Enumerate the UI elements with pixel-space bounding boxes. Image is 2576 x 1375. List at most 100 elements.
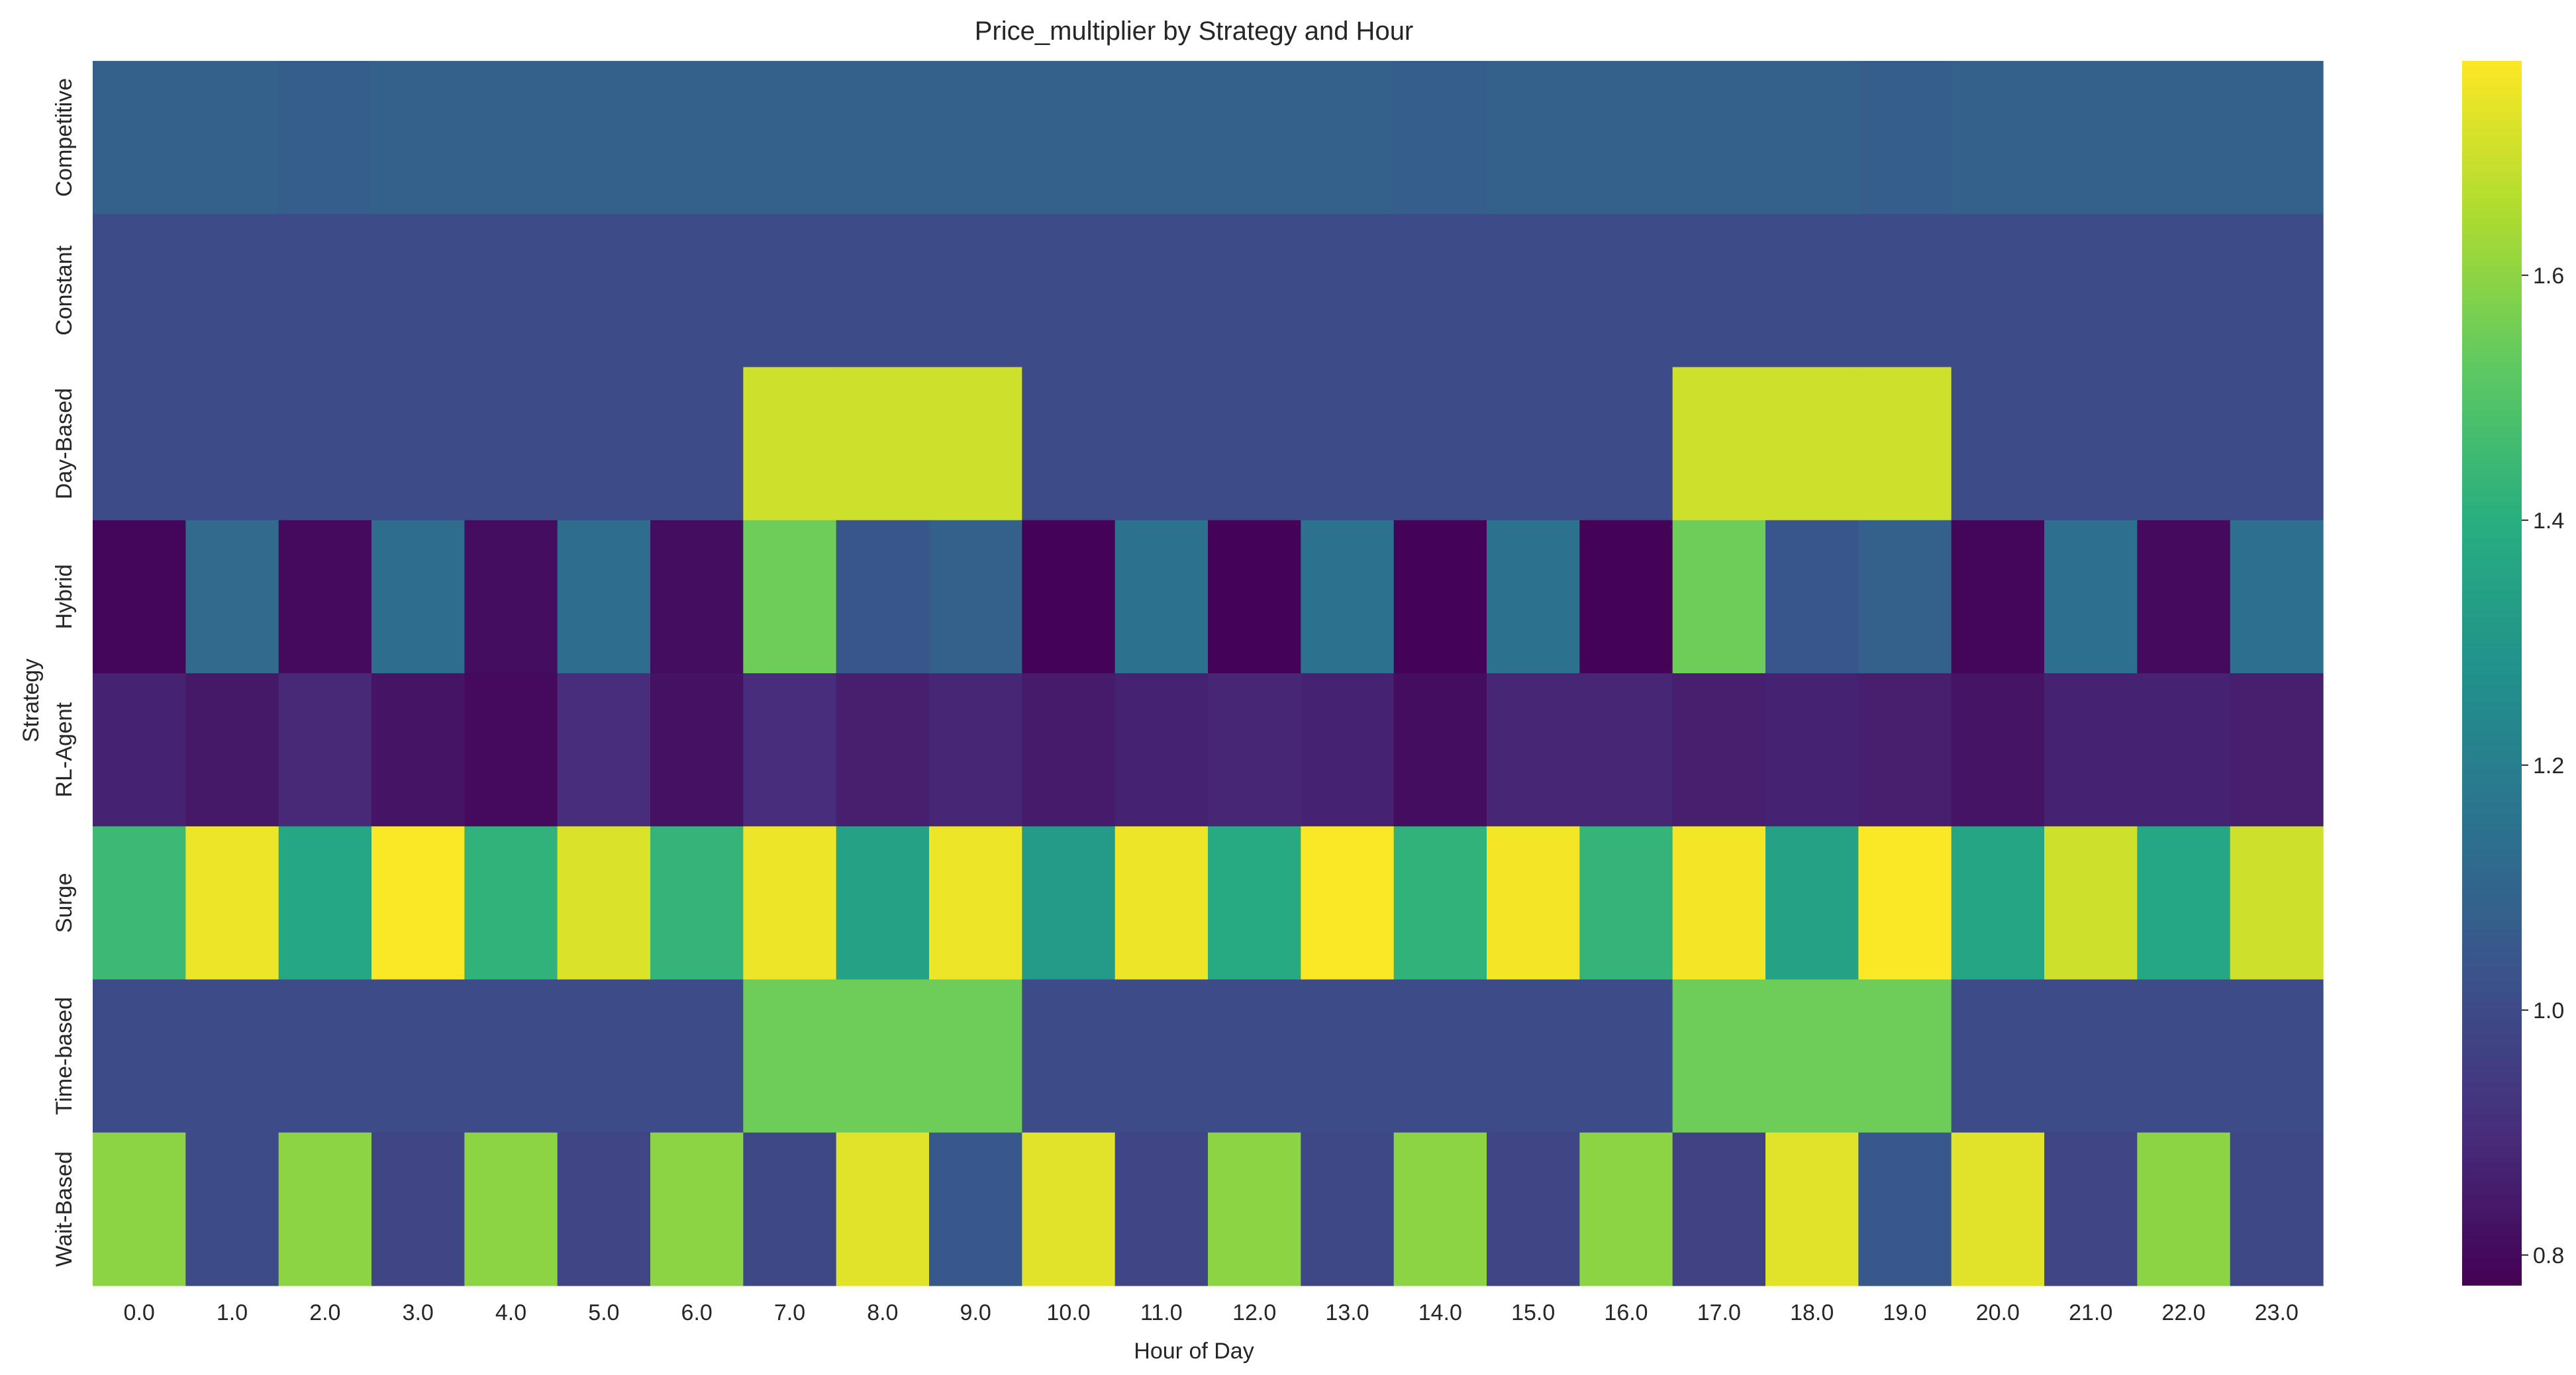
x-tick-label: 3.0 [403,1300,434,1325]
heatmap-cell [1208,979,1301,1133]
x-tick-label: 4.0 [495,1300,526,1325]
heatmap-cell [743,520,837,674]
heatmap-cell [836,673,930,827]
heatmap-cell [1672,1132,1766,1286]
heatmap-cell [743,367,837,521]
heatmap-cell [372,1132,465,1286]
heatmap-cell [1022,61,1116,214]
heatmap-cell [2137,673,2231,827]
heatmap-cell [185,673,279,827]
heatmap-cell [1022,673,1116,827]
heatmap-cell [278,826,372,980]
heatmap-cell [185,826,279,980]
heatmap-cell [278,61,372,214]
heatmap-cell [1765,520,1859,674]
heatmap-cell [1393,1132,1487,1286]
colorbar-tick-label: 1.4 [2533,508,2564,534]
heatmap-cell [1951,214,2045,368]
heatmap-cell [1951,1132,2045,1286]
heatmap-cell [743,979,837,1133]
heatmap-cell [1301,214,1395,368]
heatmap-cell [1579,367,1673,521]
y-tick-label: Time-based [52,997,77,1115]
heatmap-cell [1579,979,1673,1133]
x-tick-label: 21.0 [2069,1300,2112,1325]
heatmap-cell [1301,1132,1395,1286]
x-tick-label: 11.0 [1140,1300,1183,1325]
heatmap-cell [1672,673,1766,827]
heatmap-cell [929,367,1022,521]
heatmap-cell [1487,367,1580,521]
heatmap-cell [2044,214,2138,368]
heatmap-cell [1115,826,1209,980]
heatmap-cell [1022,1132,1116,1286]
heatmap-cell [557,979,651,1133]
heatmap-cell [836,61,930,214]
heatmap-cell [2137,520,2231,674]
x-tick-label: 2.0 [309,1300,340,1325]
heatmap-cell [1951,520,2045,674]
heatmap-cell [1022,520,1116,674]
x-tick-labels: 0.0 1.0 2.0 3.0 4.0 5.0 6.0 7.0 8.0 9.0 10.0 11.0 12… [124,1300,2299,1325]
heatmap-cell [1765,367,1859,521]
heatmap-cell [464,61,558,214]
colorbar-tick-label: 0.8 [2533,1243,2564,1268]
y-axis-label: Strategy [19,659,44,743]
heatmap-cell [650,1132,744,1286]
heatmap-cell [743,1132,837,1286]
heatmap-cell [1487,520,1580,674]
heatmap-cell [2044,979,2138,1133]
heatmap-cell [2137,367,2231,521]
heatmap-cell [743,826,837,980]
heatmap-cell [1393,367,1487,521]
heatmap-cell [836,214,930,368]
heatmap-cell [1951,673,2045,827]
heatmap-cell [1208,61,1301,214]
heatmap-cell [1115,979,1209,1133]
heatmap-cell [1858,61,1952,214]
heatmap-cells [93,61,2324,1286]
heatmap-cell [1765,1132,1859,1286]
heatmap-cell [2137,61,2231,214]
x-tick-label: 20.0 [1976,1300,2020,1325]
heatmap-cell [2230,826,2324,980]
heatmap-cell [372,826,465,980]
heatmap-cell [278,520,372,674]
heatmap-cell [93,826,186,980]
heatmap-cell [1579,520,1673,674]
heatmap-cell [2230,673,2324,827]
heatmap-cell [836,520,930,674]
heatmap-cell [743,61,837,214]
heatmap-cell [2044,367,2138,521]
heatmap-cell [1672,214,1766,368]
heatmap-cell [1858,979,1952,1133]
heatmap-cell [1487,673,1580,827]
heatmap-cell [929,61,1022,214]
heatmap-cell [557,520,651,674]
y-tick-label: Hybrid [52,564,77,629]
heatmap-cell [650,826,744,980]
heatmap-cell [1208,1132,1301,1286]
heatmap-cell [1393,520,1487,674]
heatmap-cell [372,367,465,521]
heatmap-cell [557,826,651,980]
heatmap-cell [836,826,930,980]
x-tick-label: 16.0 [1604,1300,1648,1325]
heatmap-cell [1487,61,1580,214]
heatmap-cell [1579,1132,1673,1286]
heatmap-cell [464,826,558,980]
x-tick-label: 14.0 [1418,1300,1462,1325]
heatmap-cell [929,673,1022,827]
x-tick-label: 7.0 [774,1300,805,1325]
x-axis-label: Hour of Day [1134,1339,1254,1364]
heatmap-cell [557,61,651,214]
heatmap-cell [93,367,186,521]
heatmap-cell [1393,826,1487,980]
heatmap-cell [278,1132,372,1286]
heatmap-cell [1022,367,1116,521]
heatmap-cell [836,979,930,1133]
y-tick-label: Competitive [52,78,77,197]
heatmap-cell [1487,1132,1580,1286]
heatmap-cell [1672,520,1766,674]
